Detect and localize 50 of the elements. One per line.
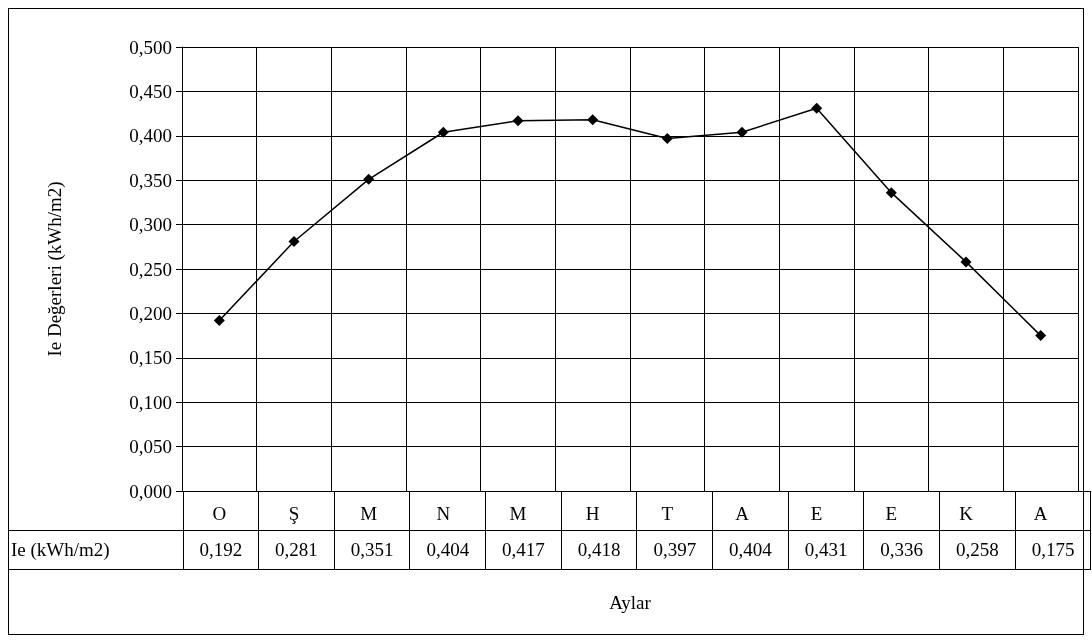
data-label: 0,192 <box>183 530 259 570</box>
data-label: 0,336 <box>863 530 940 570</box>
x-tick-label: K <box>959 503 974 524</box>
x-tick-label: E <box>885 503 898 524</box>
x-tick-label: N <box>436 503 451 524</box>
point <box>736 126 748 138</box>
x-tick-label: E <box>810 503 823 524</box>
data-label: 0,431 <box>788 530 864 570</box>
y-tick-label: 0,350 <box>129 169 172 191</box>
point <box>587 114 599 126</box>
x-tick-label: H <box>585 503 600 524</box>
x-tick-label: O <box>212 503 227 524</box>
x-tick-label: Ş <box>288 503 300 524</box>
data-label: 0,404 <box>712 530 789 570</box>
point <box>213 315 225 326</box>
point <box>885 187 897 199</box>
data-label: 0,404 <box>409 530 486 570</box>
y-tick-label: 0,400 <box>129 125 172 147</box>
data-label: 0,175 <box>1015 530 1091 570</box>
data-label: 0,281 <box>258 530 335 570</box>
x-tick-label: M <box>360 503 378 524</box>
point <box>512 115 524 127</box>
x-axis-title: Aylar <box>608 592 652 614</box>
x-tick-label: A <box>1033 503 1048 524</box>
y-tick-label: 0,150 <box>129 347 172 369</box>
y-tick-label: 0,200 <box>129 302 172 324</box>
data-label: 0,397 <box>636 530 713 570</box>
point <box>363 173 375 185</box>
x-tick-label: T <box>661 503 674 524</box>
y-tick-label: 0,000 <box>129 480 172 502</box>
y-tick-label: 0,300 <box>129 214 172 236</box>
point <box>437 126 449 138</box>
data-label: 0,418 <box>561 530 637 570</box>
point <box>661 132 673 144</box>
point <box>288 235 300 247</box>
x-tick-label: A <box>735 503 750 524</box>
point <box>811 102 823 114</box>
y-tick-label: 0,050 <box>129 436 172 458</box>
x-tick-label: M <box>509 503 527 524</box>
y-tick-label: 0,100 <box>129 391 172 413</box>
point <box>960 256 972 268</box>
y-tick-label: 0,250 <box>129 258 172 280</box>
data-label: 0,351 <box>334 530 410 570</box>
y-axis-title: Ie Değerleri (kWh/m2) <box>44 181 66 357</box>
text: Ie (kWh/m2) <box>8 530 183 570</box>
y-tick-label: 0,450 <box>129 80 172 102</box>
data-label: 0,417 <box>485 530 562 570</box>
y-tick-label: 0,500 <box>129 36 172 58</box>
data-label: 0,258 <box>939 530 1016 570</box>
point <box>1035 330 1047 342</box>
